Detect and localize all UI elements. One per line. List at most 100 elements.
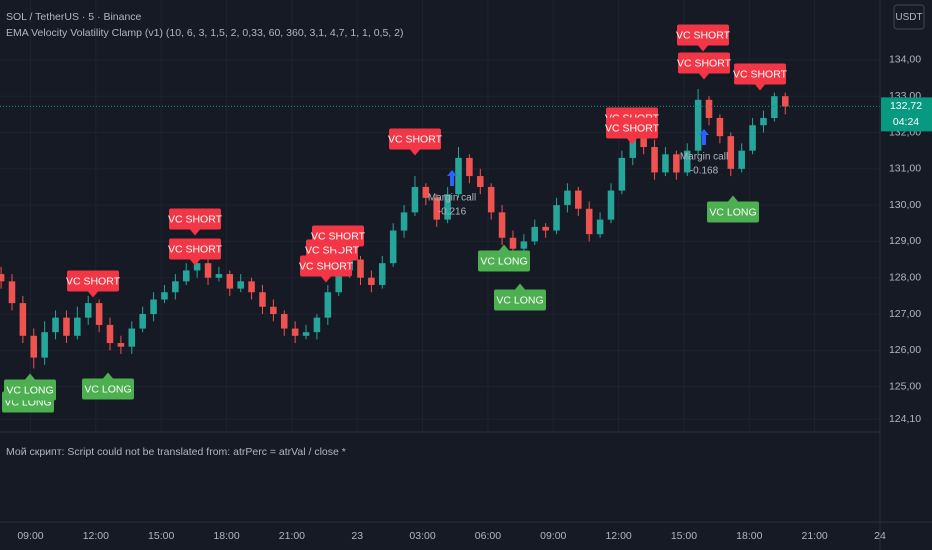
candle-body [694, 99, 702, 151]
x-tick-label: 15:00 [148, 530, 174, 542]
candle-body [204, 263, 212, 278]
signal-box [82, 378, 134, 400]
last-price-label: 132,72 [890, 100, 922, 112]
candle-body [248, 281, 255, 293]
annotation-text: -0.168 [690, 166, 719, 177]
annotation-text: Margin call [680, 152, 728, 163]
candle-body [30, 335, 38, 358]
candle-body [161, 292, 168, 300]
x-tick-label: 03:00 [409, 530, 435, 542]
candle-body [379, 263, 386, 285]
message-panel [0, 432, 880, 522]
candle-body [705, 99, 713, 118]
signal-text: VC LONG [480, 255, 527, 267]
candle-body [607, 190, 615, 220]
signal-box [389, 128, 441, 150]
candle-body [596, 219, 604, 235]
candle-body [422, 186, 430, 198]
candle-body [542, 226, 549, 231]
signal-text: VC SHORT [299, 260, 354, 272]
indicator-title: EMA Velocity Volatility Clamp (v1) (10, … [6, 27, 403, 39]
x-tick-label: 18:00 [736, 530, 762, 542]
signal-label: VC SHORT [168, 208, 223, 236]
candle-body [727, 136, 735, 169]
signal-pointer [698, 45, 708, 52]
candle-body [564, 190, 571, 206]
candle-body [215, 274, 223, 278]
candle-body [41, 332, 48, 358]
candle-body [553, 205, 560, 231]
candle-body [84, 303, 92, 318]
signal-text: VC SHORT [676, 29, 731, 41]
signal-box [300, 255, 352, 277]
signal-label: VC SHORT [605, 117, 660, 145]
signal-pointer [25, 373, 35, 380]
signal-box [494, 289, 546, 311]
candle-body [270, 306, 277, 315]
candle-body [193, 263, 201, 271]
candle-body [509, 237, 517, 249]
signal-box [707, 201, 759, 223]
signal-text: VC SHORT [305, 244, 360, 256]
x-tick-label: 21:00 [802, 530, 828, 542]
signal-text: VC SHORT [677, 57, 732, 69]
y-tick-label: 128,00 [889, 271, 921, 283]
plot [0, 88, 789, 369]
candle-body [128, 328, 136, 347]
signal-label: VC LONG [478, 244, 530, 272]
signal-text: VC SHORT [66, 275, 121, 287]
candle-body [673, 154, 680, 173]
signal-text: VC SHORT [605, 122, 660, 134]
axes: 124,10 125,00 126,00 127,00 128,00 129,00 130,… [17, 54, 932, 542]
candle-body [63, 317, 70, 336]
x-tick-label: 23 [351, 530, 363, 542]
currency-label[interactable]: USDT [895, 12, 922, 23]
candle-body [411, 186, 419, 213]
candle-body [19, 303, 27, 336]
signal-label: VC SHORT [733, 63, 788, 91]
candle-body [313, 317, 321, 333]
candle-body [335, 270, 342, 293]
y-tick-label: 129,00 [889, 235, 921, 247]
candle-body [259, 292, 266, 307]
annotation-arrow [699, 129, 709, 145]
signal-box [4, 379, 56, 401]
candle-body [455, 157, 462, 195]
candle-body [389, 230, 397, 264]
script-message: Мой скрипт: Script could not be translat… [6, 446, 346, 458]
candle-body [487, 186, 495, 213]
signal-pointer [333, 246, 343, 253]
candle-body [433, 197, 440, 220]
y-tick-label: 134,00 [889, 54, 921, 66]
signal-text: VC SHORT [168, 243, 223, 255]
candle-body [139, 314, 146, 329]
candle-body [368, 277, 375, 285]
currency-button[interactable] [893, 4, 925, 30]
y-tick-label: 125,00 [889, 380, 921, 392]
candle-body [95, 303, 103, 325]
signal-text: VC SHORT [168, 213, 223, 225]
candle-body [585, 208, 593, 235]
candle-body [781, 96, 789, 107]
signal-label: VC SHORT [311, 225, 366, 253]
candle-body [52, 317, 59, 333]
signal-box [678, 52, 730, 74]
signal-label: VC SHORT [677, 52, 732, 80]
signal-pointer [699, 73, 709, 80]
signal-box [677, 24, 729, 46]
signal-label: VC SHORT [299, 255, 354, 283]
candle-body [662, 154, 669, 173]
signal-box [67, 270, 119, 292]
candle-body [302, 332, 310, 336]
candle-body [237, 281, 244, 289]
x-tick-label: 15:00 [671, 530, 697, 542]
candle-body [226, 274, 234, 289]
signal-box [312, 225, 364, 247]
candle-body [466, 157, 473, 177]
signal-pointer [627, 138, 637, 145]
signal-pointer [755, 84, 765, 91]
candle-body [117, 343, 125, 347]
candle-body [520, 241, 528, 249]
